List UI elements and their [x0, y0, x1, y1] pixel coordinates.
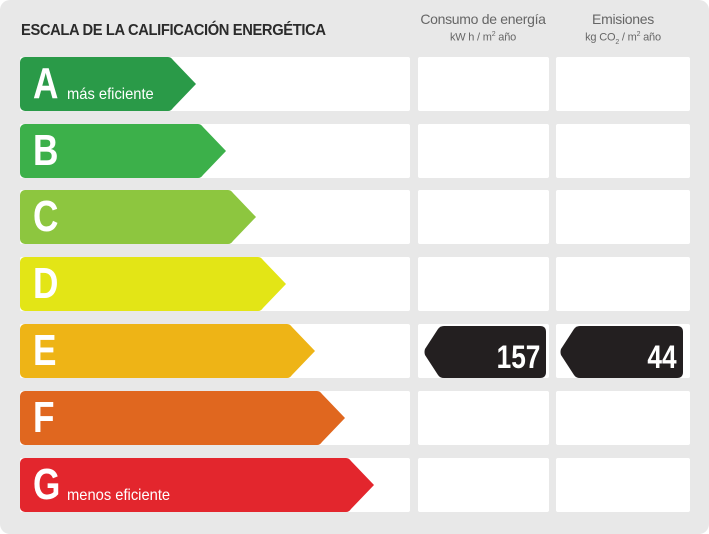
rating-letter: C [33, 192, 59, 241]
rating-row-d: D [0, 257, 709, 311]
consumo-indicator [424, 326, 546, 378]
rating-caption: más eficiente [67, 86, 154, 103]
consumo-label: Consumo de energía [420, 11, 546, 27]
rating-arrow [20, 324, 315, 378]
rating-row-f: F [0, 391, 709, 445]
emisiones-cell [556, 190, 690, 244]
emisiones-label: Emisiones [592, 11, 654, 27]
emisiones-value-wrap: 44 [560, 326, 683, 378]
consumo-value: 157 [496, 339, 540, 375]
rating-letter: F [33, 393, 55, 442]
rating-arrow [20, 257, 286, 311]
consumo-cell [418, 257, 549, 311]
consumo-cell [418, 190, 549, 244]
rating-caption: menos eficiente [67, 487, 171, 504]
consumo-cell [418, 57, 549, 111]
emisiones-header: Emisiones kg CO2 / m2 año [550, 11, 696, 46]
rating-letter: G [33, 460, 61, 509]
rating-row-b: B [0, 124, 709, 178]
emisiones-indicator [560, 326, 683, 378]
rating-arrow [20, 190, 256, 244]
rating-arrow [20, 57, 196, 111]
emisiones-cell [556, 391, 690, 445]
rating-letter: D [33, 259, 59, 308]
rating-letter: E [33, 326, 57, 375]
emisiones-cell [556, 257, 690, 311]
page-title: ESCALA DE LA CALIFICACIÓN ENERGÉTICA [21, 22, 326, 39]
consumo-cell [418, 391, 549, 445]
emisiones-cell [556, 458, 690, 512]
rating-letter: B [33, 126, 59, 175]
emisiones-unit: kg CO2 / m2 año [585, 31, 661, 46]
consumo-header: Consumo de energía kW h / m2 año [410, 11, 556, 44]
rating-arrow [20, 391, 345, 445]
consumo-unit: kW h / m2 año [449, 31, 517, 44]
rating-row-c: C [0, 190, 709, 244]
emisiones-cell [556, 57, 690, 111]
consumo-value-wrap: 157 [424, 326, 546, 378]
rating-arrow [20, 458, 374, 512]
rating-arrow [20, 124, 226, 178]
rating-row-e: E 157 44 [0, 324, 709, 378]
consumo-cell [418, 458, 549, 512]
rating-letter: A [33, 59, 59, 108]
emisiones-cell [556, 124, 690, 178]
consumo-cell [418, 124, 549, 178]
emisiones-value: 44 [647, 339, 677, 375]
